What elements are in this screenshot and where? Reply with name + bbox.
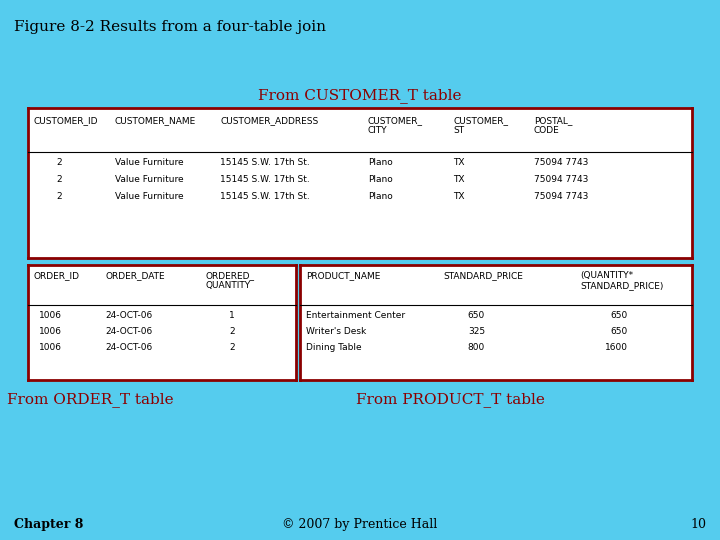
Text: 24-OCT-06: 24-OCT-06 — [105, 311, 152, 320]
Text: 1006: 1006 — [39, 327, 62, 336]
Text: Value Furniture: Value Furniture — [115, 175, 184, 184]
Text: CUSTOMER_NAME: CUSTOMER_NAME — [115, 116, 197, 125]
Text: 650: 650 — [611, 311, 628, 320]
Text: 1: 1 — [229, 311, 235, 320]
Text: POSTAL_
CODE: POSTAL_ CODE — [534, 116, 572, 136]
Text: 10: 10 — [690, 518, 706, 531]
Text: 2: 2 — [56, 192, 62, 201]
Text: CUSTOMER_ADDRESS: CUSTOMER_ADDRESS — [220, 116, 318, 125]
Text: 800: 800 — [468, 343, 485, 352]
Text: PRODUCT_NAME: PRODUCT_NAME — [306, 271, 380, 280]
Text: 2: 2 — [230, 343, 235, 352]
Text: 2: 2 — [56, 158, 62, 167]
Text: 24-OCT-06: 24-OCT-06 — [105, 327, 152, 336]
Text: CUSTOMER_
ST: CUSTOMER_ ST — [453, 116, 508, 136]
Text: From ORDER_T table: From ORDER_T table — [6, 392, 174, 407]
Text: TX: TX — [453, 192, 464, 201]
Text: ORDER_ID: ORDER_ID — [34, 271, 80, 280]
Text: 1006: 1006 — [39, 311, 62, 320]
Text: Plano: Plano — [368, 158, 392, 167]
Text: 75094 7743: 75094 7743 — [534, 175, 588, 184]
Text: 2: 2 — [230, 327, 235, 336]
Text: Writer's Desk: Writer's Desk — [306, 327, 366, 336]
Text: Entertainment Center: Entertainment Center — [306, 311, 405, 320]
Text: 75094 7743: 75094 7743 — [534, 158, 588, 167]
Text: From PRODUCT_T table: From PRODUCT_T table — [356, 392, 544, 407]
Text: From CUSTOMER_T table: From CUSTOMER_T table — [258, 88, 462, 103]
Text: 650: 650 — [611, 327, 628, 336]
Text: 75094 7743: 75094 7743 — [534, 192, 588, 201]
Text: (QUANTITY*
STANDARD_PRICE): (QUANTITY* STANDARD_PRICE) — [580, 271, 663, 291]
Text: Plano: Plano — [368, 175, 392, 184]
Text: Chapter 8: Chapter 8 — [14, 518, 84, 531]
Text: © 2007 by Prentice Hall: © 2007 by Prentice Hall — [282, 518, 438, 531]
Text: 650: 650 — [468, 311, 485, 320]
Text: ORDER_DATE: ORDER_DATE — [105, 271, 165, 280]
Text: TX: TX — [453, 175, 464, 184]
Text: 2: 2 — [56, 175, 62, 184]
Text: 1006: 1006 — [39, 343, 62, 352]
Text: 1600: 1600 — [605, 343, 628, 352]
Text: ORDERED_
QUANTITY: ORDERED_ QUANTITY — [205, 271, 254, 291]
Text: Value Furniture: Value Furniture — [115, 158, 184, 167]
Text: 325: 325 — [468, 327, 485, 336]
Text: 15145 S.W. 17th St.: 15145 S.W. 17th St. — [220, 158, 310, 167]
Text: Dining Table: Dining Table — [306, 343, 361, 352]
Text: CUSTOMER_ID: CUSTOMER_ID — [34, 116, 99, 125]
Text: Figure 8-2 Results from a four-table join: Figure 8-2 Results from a four-table joi… — [14, 20, 326, 34]
Text: Value Furniture: Value Furniture — [115, 192, 184, 201]
Text: CUSTOMER_
CITY: CUSTOMER_ CITY — [368, 116, 423, 136]
Text: 15145 S.W. 17th St.: 15145 S.W. 17th St. — [220, 175, 310, 184]
Text: 15145 S.W. 17th St.: 15145 S.W. 17th St. — [220, 192, 310, 201]
Text: STANDARD_PRICE: STANDARD_PRICE — [443, 271, 523, 280]
Text: TX: TX — [453, 158, 464, 167]
Text: Plano: Plano — [368, 192, 392, 201]
Text: 24-OCT-06: 24-OCT-06 — [105, 343, 152, 352]
